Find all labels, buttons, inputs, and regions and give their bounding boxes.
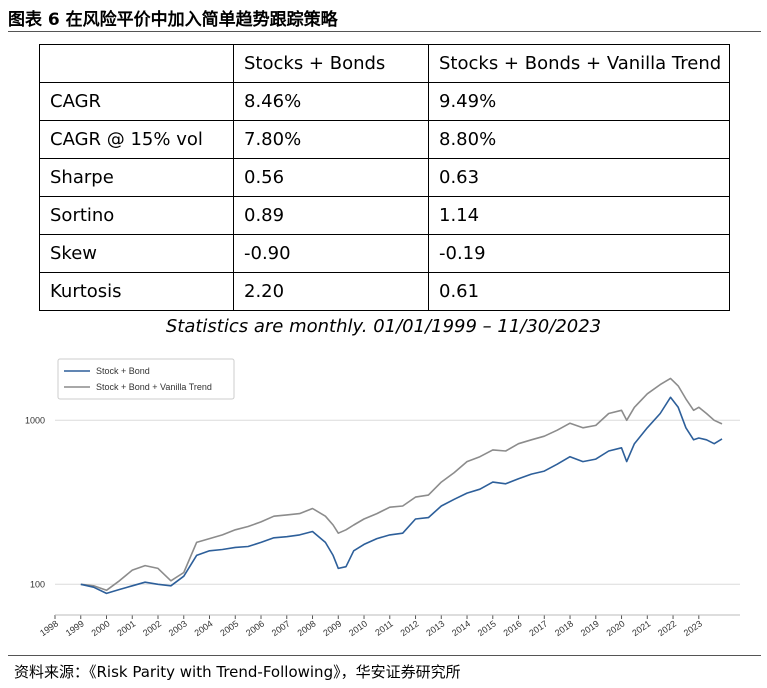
x-tick-label: 2014 [450,618,472,638]
header-cell-stocks-bonds: Stocks + Bonds [233,44,429,83]
cell-value: -0.19 [428,234,730,273]
cell-value: 2.20 [233,272,429,311]
x-tick-label: 2015 [476,618,498,638]
x-tick-label: 2005 [218,618,240,638]
series-line-stock-bond-trend [80,377,723,592]
source-rule [8,655,761,656]
cell-value: 8.80% [428,120,730,159]
cell-value: 0.56 [233,158,429,197]
table-row: Sharpe 0.56 0.63 [39,158,730,197]
x-tick-label: 2002 [141,618,163,638]
x-tick-label: 2017 [527,618,549,638]
x-tick-label: 2010 [347,618,369,638]
legend-label: Stock + Bond + Vanilla Trend [96,382,212,392]
x-tick-label: 2008 [296,618,318,638]
cell-value: 0.63 [428,158,730,197]
x-tick-label: 2022 [656,618,678,638]
source-note: 资料来源：《Risk Parity with Trend-Following》，… [14,663,461,681]
series-line-stock-bond [80,396,723,595]
y-tick-label: 1000 [25,415,45,425]
table-row: CAGR 8.46% 9.49% [39,82,730,121]
x-tick-label: 2020 [605,618,627,638]
stats-table: Stocks + Bonds Stocks + Bonds + Vanilla … [39,44,730,311]
header-cell-blank [39,44,234,83]
table-row: Skew -0.90 -0.19 [39,234,730,273]
legend-label: Stock + Bond [96,366,150,376]
header-cell-stocks-bonds-trend: Stocks + Bonds + Vanilla Trend [428,44,730,83]
table-row: Sortino 0.89 1.14 [39,196,730,235]
x-tick-label: 2000 [90,618,112,638]
cell-value: 9.49% [428,82,730,121]
x-tick-label: 2021 [630,618,652,638]
table-row: CAGR @ 15% vol 7.80% 8.80% [39,120,730,159]
row-label: Sharpe [39,158,234,197]
row-label: Kurtosis [39,272,234,311]
table-row: Kurtosis 2.20 0.61 [39,272,730,311]
x-tick-label: 2011 [373,618,395,637]
cell-value: 7.80% [233,120,429,159]
x-tick-label: 2023 [682,618,704,638]
cell-value: 1.14 [428,196,730,235]
x-tick-label: 2013 [424,618,446,638]
cell-value: 0.89 [233,196,429,235]
x-tick-label: 2004 [193,618,215,638]
x-tick-label: 2016 [502,618,524,638]
legend-box [57,358,235,400]
row-label: CAGR @ 15% vol [39,120,234,159]
table-header-row: Stocks + Bonds Stocks + Bonds + Vanilla … [39,44,730,83]
x-tick-label: 2018 [553,618,575,638]
figure-title: 图表 6 在风险平价中加入简单趋势跟踪策略 [8,10,338,30]
title-rule [8,31,761,32]
x-tick-label: 2003 [167,618,189,638]
x-tick-label: 2006 [244,618,266,638]
cell-value: -0.90 [233,234,429,273]
x-tick-label: 2019 [579,618,601,638]
cell-value: 8.46% [233,82,429,121]
x-tick-label: 2012 [399,618,421,638]
table-caption: Statistics are monthly. 01/01/1999 – 11/… [165,316,602,337]
row-label: Sortino [39,196,234,235]
x-tick-label: 1998 [38,618,60,638]
y-tick-label: 100 [30,579,45,589]
x-tick-label: 2001 [115,618,137,638]
x-tick-label: 2007 [270,618,292,638]
row-label: Skew [39,234,234,273]
cell-value: 0.61 [428,272,730,311]
x-tick-label: 1999 [64,618,86,638]
x-tick-label: 2009 [321,618,343,638]
row-label: CAGR [39,82,234,121]
